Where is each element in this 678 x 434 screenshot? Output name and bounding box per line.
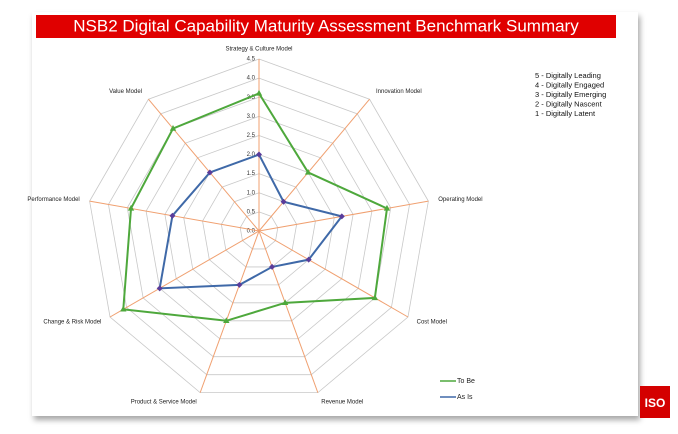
legend-label: As Is <box>457 394 473 401</box>
tick-label: 0.5 <box>247 209 256 215</box>
category-label: Strategy & Culture Model <box>225 47 292 53</box>
axis-line <box>258 230 319 393</box>
axis-line <box>199 230 260 393</box>
data-point <box>304 168 312 175</box>
annotation: 5 - Digitally Leading <box>535 71 601 80</box>
tick-label: 1.5 <box>247 171 256 177</box>
logo-text: ISO <box>645 396 666 410</box>
grid-ring <box>202 173 316 286</box>
data-point <box>236 281 243 288</box>
data-point <box>256 151 262 158</box>
data-point <box>206 169 213 176</box>
category-label: Revenue Model <box>321 400 363 406</box>
tick-label: 3.5 <box>247 95 256 101</box>
data-point <box>338 213 345 220</box>
grid-ring <box>145 115 373 340</box>
data-point <box>156 285 163 292</box>
grid-ring <box>89 58 429 394</box>
title-bar <box>36 15 616 38</box>
series-line <box>122 92 389 322</box>
category-label: Value Model <box>109 89 142 95</box>
tick-label: 3.0 <box>247 114 256 120</box>
annotation: 1 - Digitally Latent <box>535 109 596 118</box>
logo <box>640 386 670 418</box>
data-point <box>305 256 312 263</box>
data-point <box>371 294 379 301</box>
annotation: 4 - Digitally Engaged <box>535 80 604 89</box>
data-point <box>169 125 177 131</box>
tick-label: 2.0 <box>247 152 256 158</box>
category-label: Cost Model <box>417 320 447 326</box>
series-line <box>158 153 344 290</box>
data-point <box>280 198 287 205</box>
grid-ring <box>239 211 279 250</box>
data-point <box>120 305 127 312</box>
legend-label: To Be <box>457 378 475 385</box>
axis-line <box>109 230 260 318</box>
annotation: 2 - Digitally Nascent <box>535 99 603 108</box>
data-point <box>383 204 391 211</box>
tick-label: 0.0 <box>247 229 256 235</box>
category-label: Innovation Model <box>376 89 422 95</box>
annotation: 3 - Digitally Emerging <box>535 90 606 99</box>
tick-label: 2.5 <box>247 133 256 139</box>
axis-line <box>258 98 370 232</box>
grid-ring <box>183 154 335 304</box>
grid-ring <box>126 96 392 358</box>
tick-label: 1.0 <box>247 190 256 196</box>
data-point <box>169 212 176 219</box>
data-point <box>127 204 135 211</box>
data-point <box>281 299 289 306</box>
category-label: Change & Risk Model <box>43 320 101 326</box>
grid-ring <box>108 77 410 376</box>
data-point <box>269 263 276 270</box>
data-point <box>255 89 263 96</box>
category-label: Product & Service Model <box>131 400 197 406</box>
category-label: Operating Model <box>438 197 482 203</box>
tick-label: 4.5 <box>247 57 256 63</box>
tick-label: 4.0 <box>247 76 256 82</box>
category-label: Performance Model <box>27 197 79 203</box>
data-point <box>223 317 230 323</box>
axis-line <box>258 230 409 318</box>
grid-ring <box>220 192 298 268</box>
chart-title: NSB2 Digital Capability Maturity Assessm… <box>73 16 579 35</box>
axis-line <box>148 98 260 232</box>
